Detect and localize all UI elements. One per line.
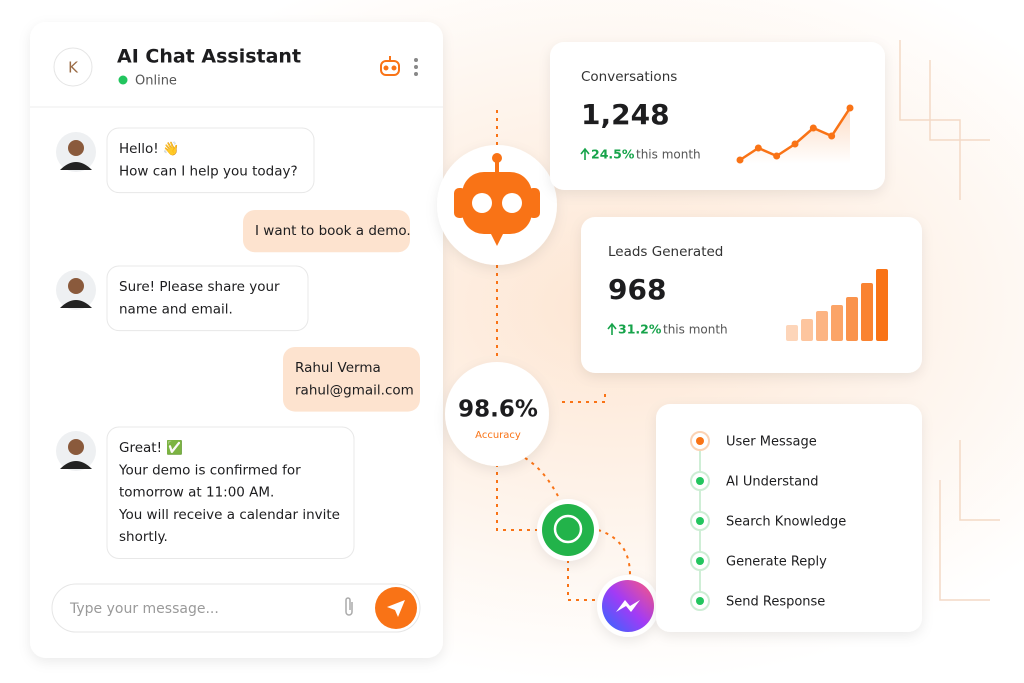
message-text: rahul@gmail.com [295,382,414,398]
trend-bar [861,283,873,341]
input-placeholder: Type your message... [69,601,219,617]
avatar-body [60,300,92,308]
up-arrow [607,322,617,335]
message-text: You will receive a calendar invite [118,507,340,523]
bot-bubble [106,127,315,194]
avatar-initial: K [68,59,79,77]
avatar-body [60,162,92,170]
stat-change: 31.2% [618,322,662,337]
accuracy-value: 98.6% [458,397,538,423]
step-label: Send Response [726,595,825,610]
avatar-face [68,140,84,156]
message-text: tomorrow at 11:00 AM. [119,485,274,501]
message-text: Sure! Please share your [119,279,280,295]
status: Online [135,74,177,89]
message-text: I want to book a demo. [255,223,411,239]
stat-title: Leads Generated [608,244,723,260]
circuit-decor [899,40,1000,601]
trend-area [740,108,850,164]
trend-bar [801,319,813,341]
pipeline-card [656,404,922,632]
messages: Hello! 👋 How can I help you today? I want … [56,127,420,559]
user-bubble [243,210,410,253]
connector [496,110,631,601]
step-dot [696,597,704,605]
step-label: User Message [726,435,817,450]
user-bubble [283,347,420,412]
message-text: Hello! 👋 [119,141,180,157]
bot-icon[interactable] [380,56,400,76]
send-icon [387,600,405,617]
message-text: Rahul Verma [295,360,381,376]
step-dot [696,557,704,565]
avatar-face [68,278,84,294]
stat-value: 968 [608,273,666,306]
step-dot [696,517,704,525]
trend-bar [846,297,858,341]
step-dot [696,477,704,485]
whatsapp-glyph [553,514,583,544]
stat-value: 1,248 [581,98,670,131]
stat-period: this month [663,323,728,337]
trend-point [791,140,799,148]
up-arrow [580,147,590,160]
stat-period: this month [636,148,701,162]
message-text: How can I help you today? [119,163,298,179]
avatar [53,47,93,87]
trend-bar [876,269,888,341]
message-input[interactable] [51,583,421,633]
message-text: shortly. [119,529,168,545]
bot-bubble [106,426,355,559]
trend-point [736,156,744,164]
stat-change: 24.5% [591,147,635,162]
message-text: name and email. [119,301,233,317]
trend-point [773,152,781,160]
trend-bar [786,325,798,341]
step-dot [696,437,704,445]
step-label: Generate Reply [726,555,827,570]
trend-point [754,144,762,152]
robot-icon [454,153,540,246]
trend-bar [831,305,843,341]
accuracy-label: Accuracy [475,430,521,441]
status-dot [118,75,128,85]
message-text: Your demo is confirmed for [118,462,301,478]
menu[interactable] [414,58,418,76]
step-label: AI Understand [726,475,819,490]
chat-title: AI Chat Assistant [117,46,301,68]
stat-title: Conversations [581,69,677,85]
avatar-body [60,461,92,469]
chat-panel [30,22,443,658]
step-label: Search Knowledge [726,515,846,530]
trend-point [828,132,836,140]
trend-bar [816,311,828,341]
attach-icon[interactable] [345,597,353,616]
messenger-glyph [616,600,640,612]
avatar-face [68,439,84,455]
trend-point [846,104,854,112]
trend-point [809,124,817,132]
message-text: Great! ✅ [119,439,183,456]
pipeline: User Message AI Understand Search Knowledg… [690,431,846,611]
accuracy-badge [445,362,549,466]
whatsapp-icon [542,504,594,556]
bot-bubble [106,265,309,332]
